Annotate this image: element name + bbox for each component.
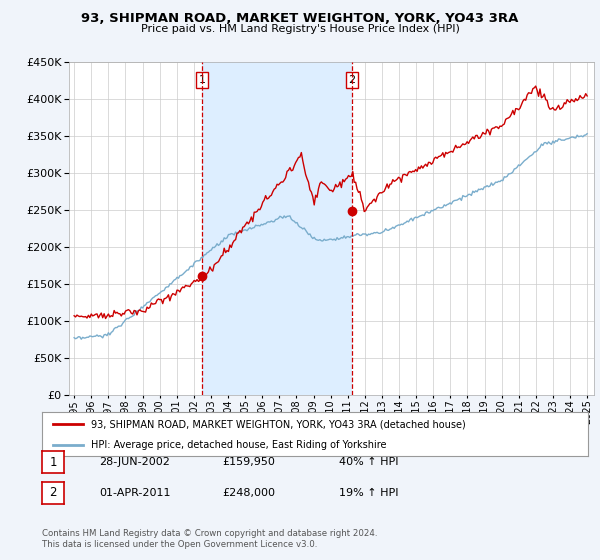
Text: Contains HM Land Registry data © Crown copyright and database right 2024.
This d: Contains HM Land Registry data © Crown c… bbox=[42, 529, 377, 549]
Text: 40% ↑ HPI: 40% ↑ HPI bbox=[339, 457, 398, 467]
Text: HPI: Average price, detached house, East Riding of Yorkshire: HPI: Average price, detached house, East… bbox=[91, 440, 386, 450]
Text: 2: 2 bbox=[49, 486, 57, 500]
Text: 93, SHIPMAN ROAD, MARKET WEIGHTON, YORK, YO43 3RA (detached house): 93, SHIPMAN ROAD, MARKET WEIGHTON, YORK,… bbox=[91, 419, 466, 429]
Bar bbox=[202, 62, 352, 395]
Text: 01-APR-2011: 01-APR-2011 bbox=[99, 488, 170, 498]
Text: £159,950: £159,950 bbox=[222, 457, 275, 467]
Text: £248,000: £248,000 bbox=[222, 488, 275, 498]
Text: 93, SHIPMAN ROAD, MARKET WEIGHTON, YORK, YO43 3RA: 93, SHIPMAN ROAD, MARKET WEIGHTON, YORK,… bbox=[82, 12, 518, 25]
Text: 1: 1 bbox=[49, 455, 57, 469]
Text: 28-JUN-2002: 28-JUN-2002 bbox=[99, 457, 170, 467]
Text: 19% ↑ HPI: 19% ↑ HPI bbox=[339, 488, 398, 498]
Text: 2: 2 bbox=[349, 75, 356, 85]
Text: Price paid vs. HM Land Registry's House Price Index (HPI): Price paid vs. HM Land Registry's House … bbox=[140, 24, 460, 34]
Text: 1: 1 bbox=[199, 75, 206, 85]
